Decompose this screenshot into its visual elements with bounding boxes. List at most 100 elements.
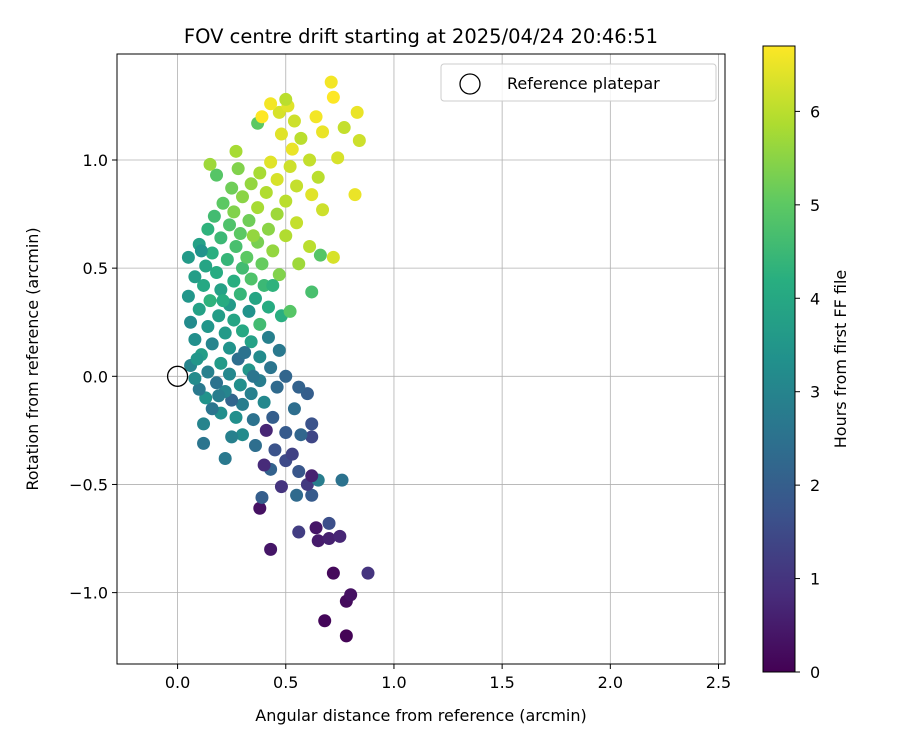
data-point — [216, 196, 230, 210]
data-point — [285, 447, 299, 461]
data-point — [272, 268, 286, 282]
data-point — [326, 566, 340, 580]
x-tick-label: 2.0 — [598, 673, 623, 692]
colorbar-label: Hours from first FF file — [831, 270, 850, 449]
data-point — [326, 90, 340, 104]
data-point — [235, 397, 249, 411]
data-point — [223, 341, 237, 355]
data-point — [253, 317, 267, 331]
data-point — [214, 283, 228, 297]
data-point — [294, 131, 308, 145]
data-point — [261, 330, 275, 344]
data-point — [274, 127, 288, 141]
colorbar: 0 1 2 3 4 5 6 Hours from first FF file — [762, 45, 850, 682]
data-point — [305, 417, 319, 431]
data-point — [350, 105, 364, 119]
data-point — [188, 270, 202, 284]
data-point — [326, 250, 340, 264]
data-point — [225, 430, 239, 444]
data-point — [199, 259, 213, 273]
data-point — [233, 287, 247, 301]
data-point — [279, 369, 293, 383]
colorbar-tick-label: 6 — [810, 102, 820, 121]
data-point — [244, 335, 258, 349]
legend-marker-reference — [459, 73, 481, 95]
data-point — [361, 566, 375, 580]
data-point — [210, 376, 224, 390]
data-point — [244, 177, 258, 191]
data-point — [253, 501, 267, 515]
data-point — [246, 369, 260, 383]
data-point — [303, 153, 317, 167]
data-point — [287, 402, 301, 416]
data-point — [233, 378, 247, 392]
colorbar-tick-label: 1 — [810, 570, 820, 589]
data-point — [270, 380, 284, 394]
data-point — [214, 356, 228, 370]
data-point — [229, 240, 243, 254]
data-point — [264, 542, 278, 556]
data-point — [279, 426, 293, 440]
data-point — [266, 244, 280, 258]
data-point — [257, 395, 271, 409]
data-point — [309, 110, 323, 124]
data-point — [253, 350, 267, 364]
data-point — [290, 488, 304, 502]
data-point — [337, 121, 351, 135]
data-point — [227, 274, 241, 288]
data-point — [305, 188, 319, 202]
data-point — [235, 428, 249, 442]
data-point — [348, 188, 362, 202]
data-point — [255, 257, 269, 271]
data-point — [261, 300, 275, 314]
data-point — [229, 144, 243, 158]
data-point — [201, 365, 215, 379]
colorbar-tick-label: 0 — [810, 663, 820, 682]
data-point — [188, 371, 202, 385]
data-point — [192, 382, 206, 396]
data-point — [203, 294, 217, 308]
data-point — [333, 529, 347, 543]
data-point — [283, 159, 297, 173]
y-axis-label: Rotation from reference (arcmin) — [23, 227, 42, 490]
colorbar-tick-label: 5 — [810, 196, 820, 215]
data-point — [259, 423, 273, 437]
data-point — [181, 250, 195, 264]
data-point — [190, 352, 204, 366]
x-tick-label: 2.5 — [706, 673, 731, 692]
colorbar-ticks: 0 1 2 3 4 5 6 — [795, 102, 820, 682]
data-point — [246, 413, 260, 427]
legend: Reference platepar — [440, 63, 717, 102]
data-point — [335, 473, 349, 487]
colorbar-tick-label: 3 — [810, 383, 820, 402]
data-point — [266, 410, 280, 424]
data-point — [207, 209, 221, 223]
data-point — [257, 458, 271, 472]
data-point — [344, 588, 358, 602]
data-point — [264, 155, 278, 169]
x-tick-label: 0.5 — [273, 673, 298, 692]
data-point — [303, 240, 317, 254]
data-point — [205, 402, 219, 416]
data-points — [181, 75, 375, 643]
data-point — [309, 521, 323, 535]
data-point — [235, 261, 249, 275]
data-point — [223, 218, 237, 232]
data-point — [233, 227, 247, 241]
colorbar-tick-label: 4 — [810, 289, 820, 308]
data-point — [279, 92, 293, 106]
data-point — [210, 265, 224, 279]
data-point — [272, 343, 286, 357]
data-point — [201, 320, 215, 334]
data-point — [242, 214, 256, 228]
data-point — [229, 410, 243, 424]
data-point — [242, 304, 256, 318]
y-tick-label: −0.5 — [69, 475, 108, 494]
colorbar-gradient — [762, 45, 796, 673]
data-point — [305, 488, 319, 502]
data-point — [246, 229, 260, 243]
data-point — [244, 272, 258, 286]
data-point — [339, 629, 353, 643]
data-point — [287, 114, 301, 128]
